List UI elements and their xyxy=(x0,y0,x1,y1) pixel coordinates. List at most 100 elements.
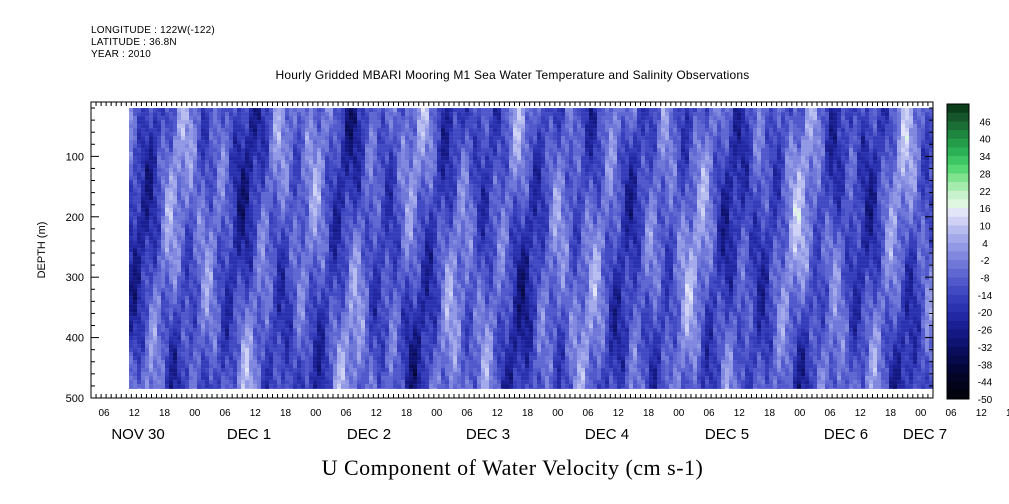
heatmap-cell xyxy=(877,200,881,205)
heatmap-cell xyxy=(453,148,457,153)
heatmap-cell xyxy=(901,144,905,149)
heatmap-cell xyxy=(201,164,205,169)
heatmap-cell xyxy=(589,116,593,121)
heatmap-cell xyxy=(445,200,449,205)
heatmap-cell xyxy=(409,168,413,173)
heatmap-cell xyxy=(821,112,825,117)
heatmap-cell xyxy=(621,112,625,117)
heatmap-cell xyxy=(445,128,449,133)
heatmap-cell xyxy=(365,132,369,137)
heatmap-cell xyxy=(785,156,789,161)
heatmap-cell xyxy=(789,124,793,129)
heatmap-cell xyxy=(401,120,405,125)
heatmap-cell xyxy=(649,164,653,169)
heatmap-cell xyxy=(665,164,669,169)
heatmap-cell xyxy=(589,156,593,161)
heatmap-cell xyxy=(745,168,749,173)
heatmap-cell xyxy=(621,176,625,181)
heatmap-cell xyxy=(873,200,877,205)
heatmap-cell xyxy=(565,172,569,177)
heatmap-cell xyxy=(281,128,285,133)
heatmap-cell xyxy=(273,188,277,193)
heatmap-cell xyxy=(357,172,361,177)
heatmap-cell xyxy=(225,108,229,113)
heatmap-cell xyxy=(901,200,905,205)
heatmap-cell xyxy=(273,140,277,145)
heatmap-cell xyxy=(477,136,481,141)
heatmap-cell xyxy=(725,140,729,145)
heatmap-cell xyxy=(669,180,673,185)
heatmap-cell xyxy=(225,152,229,157)
heatmap-cell xyxy=(689,132,693,137)
heatmap-cell xyxy=(913,112,917,117)
heatmap-cell xyxy=(229,152,233,157)
heatmap-cell xyxy=(849,148,853,153)
heatmap-cell xyxy=(137,132,141,137)
heatmap-cell xyxy=(309,176,313,181)
heatmap-cell xyxy=(693,200,697,205)
heatmap-cell xyxy=(137,120,141,125)
heatmap-cell xyxy=(137,156,141,161)
heatmap-cell xyxy=(717,136,721,141)
heatmap-cell xyxy=(629,192,633,197)
heatmap-cell xyxy=(493,204,497,209)
heatmap-cell xyxy=(377,132,381,137)
heatmap-cell xyxy=(357,164,361,169)
heatmap-cell xyxy=(461,192,465,197)
heatmap-cell xyxy=(361,196,365,201)
heatmap-cell xyxy=(693,160,697,165)
heatmap-cell xyxy=(525,148,529,153)
heatmap-cell xyxy=(145,204,149,209)
heatmap-cell xyxy=(209,116,213,121)
heatmap-cell xyxy=(233,180,237,185)
heatmap-cell xyxy=(429,136,433,141)
heatmap-cell xyxy=(501,168,505,173)
heatmap-cell xyxy=(517,112,521,117)
heatmap-cell xyxy=(373,176,377,181)
heatmap-cell xyxy=(821,180,825,185)
heatmap-cell xyxy=(689,120,693,125)
heatmap-cell xyxy=(249,112,253,117)
heatmap-cell xyxy=(565,108,569,113)
heatmap-cell xyxy=(741,152,745,157)
heatmap-cell xyxy=(337,140,341,145)
heatmap-cell xyxy=(845,188,849,193)
heatmap-cell xyxy=(485,184,489,189)
heatmap-cell xyxy=(409,160,413,165)
heatmap-cell xyxy=(697,112,701,117)
heatmap-cell xyxy=(817,152,821,157)
heatmap-cell xyxy=(193,136,197,141)
heatmap-cell xyxy=(213,112,217,117)
heatmap-cell xyxy=(849,188,853,193)
heatmap-cell xyxy=(773,108,777,113)
heatmap-cell xyxy=(761,184,765,189)
heatmap-cell xyxy=(445,168,449,173)
heatmap-cell xyxy=(461,176,465,181)
heatmap-cell xyxy=(377,176,381,181)
heatmap-cell xyxy=(417,132,421,137)
heatmap-cell xyxy=(501,200,505,205)
heatmap-cell xyxy=(897,168,901,173)
heatmap-cell xyxy=(885,168,889,173)
heatmap-cell xyxy=(317,128,321,133)
heatmap-cell xyxy=(217,204,221,209)
heatmap-cell xyxy=(849,108,853,113)
heatmap-cell xyxy=(681,192,685,197)
heatmap-cell xyxy=(261,112,265,117)
heatmap-cell xyxy=(185,152,189,157)
heatmap-cell xyxy=(533,164,537,169)
heatmap-cell xyxy=(701,180,705,185)
heatmap-cell xyxy=(429,156,433,161)
heatmap-cell xyxy=(689,148,693,153)
heatmap-cell xyxy=(133,200,137,205)
heatmap-cell xyxy=(433,136,437,141)
heatmap-cell xyxy=(661,108,665,113)
heatmap-cell xyxy=(213,132,217,137)
heatmap-cell xyxy=(437,168,441,173)
heatmap-cell xyxy=(761,172,765,177)
heatmap-cell xyxy=(285,172,289,177)
heatmap-cell xyxy=(765,168,769,173)
heatmap-cell xyxy=(581,116,585,121)
heatmap-cell xyxy=(449,180,453,185)
heatmap-cell xyxy=(229,120,233,125)
